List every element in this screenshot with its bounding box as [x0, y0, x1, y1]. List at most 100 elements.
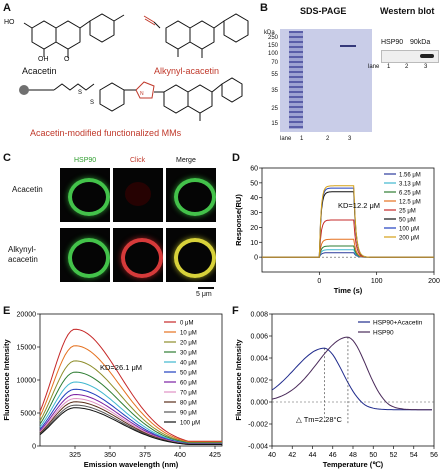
row-label-alkynyl: Alkynyl-acacetin — [8, 245, 38, 264]
gel-band-lane-3 — [340, 45, 356, 47]
wb-protein-label: HSP90 — [381, 39, 404, 46]
x-tick-label: 46 — [329, 452, 337, 459]
western-blot-strip — [381, 50, 439, 63]
legend-label: 10 μM — [180, 331, 197, 337]
wb-lane-2: 2 — [405, 64, 409, 70]
y-tick-label: -0.004 — [248, 444, 268, 451]
legend-label: 25 μM — [399, 209, 416, 215]
scale-bar — [198, 287, 214, 289]
legend-label: 70 μM — [180, 391, 197, 397]
y-tick-label: 20000 — [17, 312, 37, 319]
legend-label: 100 μM — [180, 421, 200, 427]
series-line — [271, 347, 432, 411]
legend-label: 3.13 μM — [399, 182, 421, 188]
compound-acacetin-label: Acacetin — [22, 66, 57, 76]
marker-label: 150 — [267, 43, 278, 49]
wb-lane-caption: lane — [368, 64, 380, 70]
y-tick-label: 10 — [250, 240, 258, 247]
marker-label: 25 — [271, 106, 278, 112]
legend-label: 12.5 μM — [399, 200, 421, 206]
marker-label: 250 — [267, 35, 278, 41]
panel-label-b: B — [260, 2, 268, 14]
plot-frame — [261, 167, 435, 273]
y-tick-label: 60 — [250, 166, 258, 173]
series-line — [262, 185, 434, 258]
series-line — [271, 336, 432, 411]
x-tick-label: 48 — [349, 452, 357, 459]
x-tick-label: 56 — [430, 452, 438, 459]
marker-label: 15 — [271, 121, 278, 127]
x-tick-label: 200 — [428, 278, 440, 285]
series-line — [262, 238, 434, 258]
x-tick-label: 425 — [209, 452, 221, 459]
legend-label: 100 μM — [399, 227, 419, 233]
atom-label-o: O — [64, 56, 70, 63]
micrograph-acacetin-merge — [166, 168, 216, 222]
x-tick-label: 100 — [371, 278, 383, 285]
x-tick-label: 52 — [390, 452, 398, 459]
plot-frame — [271, 313, 435, 447]
compound-alkynyl-label: Alkynyl-acacetin — [154, 66, 220, 76]
panel-label-f: F — [232, 305, 239, 317]
x-axis-label: Temperature (℃) — [323, 460, 384, 469]
micrograph-acacetin-click — [113, 168, 163, 222]
wb-lane-3: 3 — [424, 64, 428, 70]
series-line — [262, 249, 434, 258]
x-tick-label: 0 — [317, 278, 321, 285]
sds-lane-3: 3 — [348, 136, 352, 142]
panel-label-a: A — [3, 2, 11, 14]
y-axis-label: Fluorescence Intensity — [2, 339, 11, 421]
sds-page-gel — [280, 29, 372, 132]
y-tick-label: 0 — [32, 444, 36, 451]
y-axis-label: Fluorescence Intensity — [234, 339, 243, 421]
atom-label-oh: OH — [38, 56, 49, 63]
legend-label: 200 μM — [399, 236, 419, 242]
sds-lane-1: 1 — [300, 136, 304, 142]
x-tick-label: 400 — [174, 452, 186, 459]
x-tick-label: 325 — [69, 452, 81, 459]
wb-lane-1: 1 — [387, 64, 391, 70]
y-tick-label: 15000 — [17, 345, 37, 352]
sds-lane-2: 2 — [326, 136, 330, 142]
y-tick-label: 0 — [254, 255, 258, 262]
y-tick-label: 50 — [250, 180, 258, 187]
marker-label: 100 — [267, 51, 278, 57]
wb-size-label: 90kDa — [410, 39, 431, 46]
chart-spr-response: 0 100 200 0 10 20 30 40 50 60 Time (s) Response(RU)… — [234, 166, 440, 296]
panel-label-d: D — [232, 152, 240, 164]
wb-band-lane-3 — [420, 54, 434, 58]
chart-fluorescence-emission: 325 350 375 400 425 0 5000 10000 15000 20000 Emiss… — [2, 312, 223, 469]
y-tick-label: 30 — [250, 210, 258, 217]
col-header-merge: Merge — [176, 157, 196, 164]
svg-text:N: N — [140, 91, 144, 97]
col-header-hsp90: HSP90 — [74, 157, 97, 164]
micrograph-alkynyl-hsp90 — [60, 228, 110, 282]
x-tick-label: 350 — [104, 452, 116, 459]
x-tick-label: 42 — [288, 452, 296, 459]
micrograph-alkynyl-merge — [166, 228, 216, 282]
marker-label: 35 — [271, 88, 278, 94]
sds-page-title: SDS-PAGE — [300, 6, 347, 16]
x-tick-label: 40 — [268, 452, 276, 459]
x-tick-label: 375 — [139, 452, 151, 459]
atom-label-ho: HO — [4, 19, 15, 26]
y-tick-label: 10000 — [17, 378, 37, 385]
marker-label: 70 — [271, 60, 278, 66]
series-line — [262, 252, 434, 258]
y-axis-label: Response(RU) — [234, 194, 243, 246]
y-tick-label: 0.004 — [250, 356, 268, 363]
y-tick-label: 0.002 — [250, 378, 268, 385]
y-tick-label: -0.002 — [248, 422, 268, 429]
legend-label: 20 μM — [180, 341, 197, 347]
x-tick-label: 44 — [309, 452, 317, 459]
chart-thermal-shift: 40 42 44 46 48 50 52 54 56 -0.004 -0.002 0.000 0.002… — [234, 312, 438, 470]
x-tick-label: 50 — [369, 452, 377, 459]
y-tick-label: 0.000 — [250, 400, 268, 407]
y-tick-label: 0.006 — [250, 334, 268, 341]
legend-label: HSP90 — [373, 330, 394, 337]
y-tick-label: 20 — [250, 225, 258, 232]
y-tick-label: 40 — [250, 195, 258, 202]
legend-label: HSP90+Acacetin — [373, 320, 423, 327]
legend-label: 80 μM — [180, 401, 197, 407]
x-axis-label: Emission wavelength (nm) — [84, 460, 179, 469]
